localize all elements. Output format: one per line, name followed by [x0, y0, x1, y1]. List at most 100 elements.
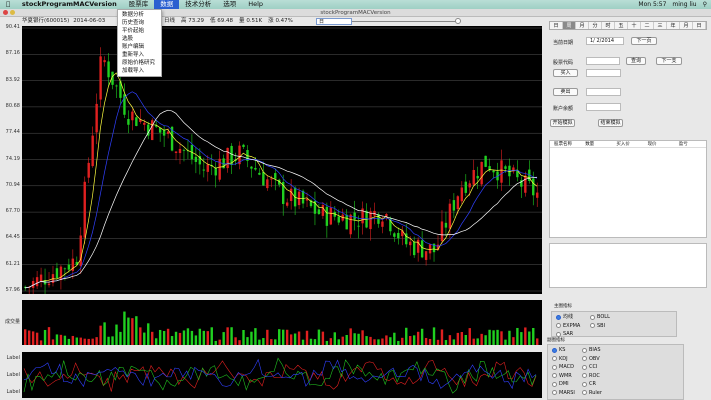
candlestick-chart[interactable] — [22, 26, 542, 294]
panel-tab[interactable]: 三 — [654, 22, 667, 29]
user-name[interactable]: ming liu — [672, 1, 697, 8]
period-select[interactable]: 日 — [316, 18, 352, 25]
indicator-radio[interactable]: DMI — [552, 381, 569, 387]
volume-chart[interactable] — [22, 300, 542, 345]
indicator-radio[interactable]: CR — [582, 381, 596, 387]
panel-tab[interactable]: 月 — [680, 22, 693, 29]
indicator-radio[interactable]: CCI — [582, 364, 597, 370]
holdings-table[interactable]: 股票名称 数量 买入价 现价 盈亏 — [549, 140, 707, 238]
candle-body — [492, 170, 495, 173]
indicator-radio[interactable]: EXPMA — [556, 323, 580, 329]
menu-technical[interactable]: 技术分析 — [181, 0, 211, 8]
buy-button[interactable]: 买入 — [553, 69, 578, 77]
log-area[interactable] — [549, 243, 707, 288]
stock-name: 华夏银行(600015) — [22, 18, 70, 24]
panel-tab[interactable]: 月 — [576, 22, 589, 29]
dropdown-item[interactable]: 历史查询 — [122, 20, 145, 26]
high-value: 73.29 — [188, 18, 205, 24]
column-header[interactable]: 现价 — [647, 142, 657, 147]
candle-body — [250, 166, 253, 169]
dropdown-item[interactable]: 原始价格研究 — [122, 60, 156, 66]
indicator-radio[interactable]: BIAS — [582, 347, 601, 353]
close-button[interactable] — [3, 10, 8, 15]
minimize-button[interactable] — [10, 10, 15, 15]
radio-label: CCI — [589, 364, 598, 370]
column-header[interactable]: 盈亏 — [678, 142, 688, 147]
candle-body — [536, 192, 539, 198]
volume-bar — [385, 335, 388, 345]
panel-tab[interactable]: 年 — [667, 22, 680, 29]
volume-bar — [95, 337, 98, 345]
volume-bar — [532, 327, 535, 345]
dropdown-item[interactable]: 加载导入 — [122, 68, 145, 74]
sell-quantity-field[interactable] — [586, 88, 621, 96]
sell-button[interactable]: 卖出 — [553, 88, 578, 96]
candle-body — [357, 225, 360, 227]
menu-stocks[interactable]: 股票库 — [124, 0, 149, 8]
candle-body — [75, 261, 78, 265]
panel-tab[interactable]: 时 — [602, 22, 615, 29]
indicator-radio[interactable]: MACD — [552, 364, 574, 370]
dropdown-item[interactable]: 平价起始 — [122, 28, 145, 34]
panel-tab[interactable]: 日 — [693, 22, 706, 29]
price-tick: 80.68 — [5, 102, 20, 109]
apple-icon[interactable]:  — [0, 0, 16, 9]
stop-sim-button[interactable]: 结束模拟 — [598, 119, 623, 127]
indicator-radio[interactable]: MARSI — [552, 390, 575, 396]
radio-icon — [552, 347, 557, 353]
indicator-radio[interactable]: Ruler — [582, 390, 602, 396]
column-header[interactable]: 买入价 — [616, 142, 630, 147]
indicator-radio[interactable]: KS — [552, 347, 565, 353]
radio-icon — [552, 364, 557, 370]
volume-bar — [512, 337, 515, 345]
date-field[interactable]: 1/ 2/2014 — [586, 37, 624, 45]
menu-data[interactable]: 数据 — [154, 0, 180, 9]
panel-tab[interactable]: 分 — [589, 22, 602, 29]
panel-tab[interactable]: 五 — [615, 22, 628, 29]
panel-tab[interactable]: 日 — [550, 22, 563, 29]
next-day-button[interactable]: 下一页 — [631, 37, 657, 45]
menu-help[interactable]: Help — [244, 0, 263, 8]
volume-bar — [488, 329, 491, 345]
indicator-chart[interactable] — [22, 352, 542, 398]
dropdown-item[interactable]: 选股 — [122, 36, 134, 42]
code-field[interactable] — [586, 57, 620, 65]
candle-body — [258, 172, 261, 175]
next-stock-button[interactable]: 下一支 — [656, 57, 682, 65]
zoom-slider-handle[interactable] — [455, 18, 461, 24]
buy-quantity-field[interactable] — [586, 69, 621, 77]
volume-bar — [293, 333, 297, 345]
volume-bar — [246, 337, 249, 345]
high-label: 高 — [181, 18, 187, 24]
start-sim-button[interactable]: 开始模拟 — [550, 119, 575, 127]
radio-icon — [556, 323, 561, 328]
zoom-slider[interactable] — [352, 21, 457, 22]
indicator-radio[interactable]: WMR — [552, 373, 572, 379]
search-button[interactable]: 查询 — [626, 57, 646, 65]
column-header[interactable]: 股票名称 — [554, 142, 572, 147]
column-header[interactable]: 数量 — [585, 142, 595, 147]
panel-tab[interactable]: 二 — [641, 22, 654, 29]
indicator-radio[interactable]: OBV — [582, 356, 600, 362]
dropdown-item[interactable]: 重新导入 — [122, 52, 145, 58]
candle-body — [170, 126, 174, 151]
indicator-radio[interactable]: BOLL — [590, 314, 610, 320]
indicator-radio[interactable]: SBI — [590, 323, 605, 329]
indicator-radio[interactable]: KDJ — [552, 356, 568, 362]
dropdown-item[interactable]: 账户编辑 — [122, 44, 145, 50]
search-icon[interactable]: ⚲ — [702, 1, 707, 8]
panel-tab[interactable]: 周 — [563, 22, 576, 29]
account-field[interactable] — [586, 103, 621, 111]
menu-options[interactable]: 选项 — [219, 0, 236, 8]
panel-tab[interactable]: 十 — [628, 22, 641, 29]
volume-bar — [405, 327, 408, 345]
indicator-radio[interactable]: ROC — [582, 373, 600, 379]
volume-bar — [123, 311, 126, 345]
indicator-radio[interactable]: 均线 — [556, 314, 573, 320]
app-menu[interactable]: stockProgramMACVersion — [18, 0, 117, 8]
indicator-radio[interactable]: SAR — [556, 331, 573, 337]
volume-bar — [317, 329, 321, 345]
candle-body — [317, 209, 321, 214]
radio-label: CR — [589, 381, 596, 387]
dropdown-item[interactable]: 数据分析 — [122, 12, 145, 18]
